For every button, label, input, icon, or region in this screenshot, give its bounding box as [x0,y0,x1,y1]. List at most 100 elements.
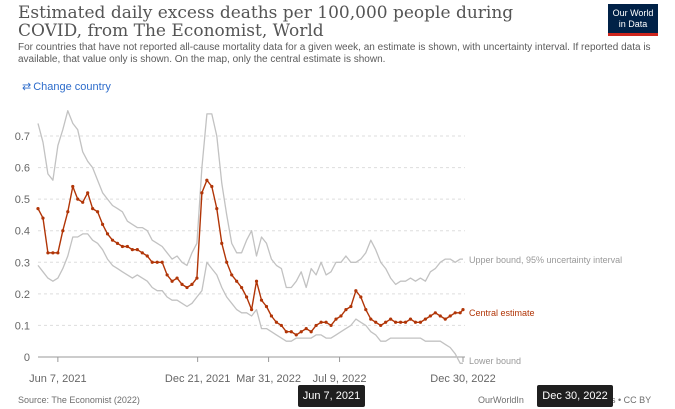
data-point [344,308,348,312]
data-point [91,207,95,211]
data-point [403,320,408,324]
data-point [180,282,184,286]
data-point [458,311,462,315]
data-point [339,314,343,318]
source-text: Source: The Economist (2022) [18,395,140,405]
data-point [205,178,209,182]
y-tick-label: 0 [24,352,30,364]
data-point [115,241,120,245]
x-tick-label: Dec 21, 2021 [165,373,230,385]
data-point [155,260,159,264]
data-point [423,317,427,321]
chart-title: Estimated daily excess deaths per 100,00… [18,3,514,41]
data-point [269,314,274,318]
data-point [364,308,368,312]
data-point [329,323,333,328]
data-point [389,317,393,321]
x-axis-ticks: Jun 7, 2021 Dec 21, 2021 Mar 31, 2022 Jul 9… [29,357,496,385]
data-point [185,285,189,290]
data-point [398,320,403,324]
start-date-tooltip: Jun 7, 2021 [298,385,365,407]
data-point [324,320,328,324]
data-point [56,251,60,255]
data-point [393,320,398,324]
y-tick-label: 0.7 [15,131,30,143]
data-point [200,191,204,195]
swap-arrows-icon: ⇄ [22,81,32,93]
series-line [37,179,464,336]
data-point [309,330,313,334]
data-point [125,244,129,249]
data-point [140,251,144,255]
data-point [334,317,338,321]
logo-line-2: in Data [618,19,648,29]
data-point [190,282,194,286]
data-point [95,210,100,214]
data-point [36,207,40,211]
x-tick-label: Jun 7, 2021 [29,373,87,385]
data-point [51,251,55,255]
series-label: Central estimate [469,308,535,318]
end-date-tooltip: Dec 30, 2022 [537,385,613,407]
data-point [448,314,452,318]
data-point [150,260,154,264]
y-axis-ticks: 0 0.1 0.2 0.3 0.4 0.5 0.6 0.7 [15,131,30,364]
y-tick-label: 0.2 [15,289,30,301]
chart-subtitle: For countries that have not reported all… [18,42,651,65]
data-point [374,320,378,324]
data-point [135,248,139,252]
y-tick-label: 0.1 [15,320,30,332]
data-point [244,295,249,299]
x-tick-label: Dec 30, 2022 [430,373,495,385]
data-point [240,285,244,290]
data-point [299,330,303,334]
data-point [76,197,80,201]
data-point [274,320,278,324]
data-point [284,330,288,334]
change-country-button[interactable]: ⇄ Change country [22,80,111,93]
data-point [264,304,269,309]
x-tick-label: Mar 31, 2022 [236,373,301,385]
data-point [105,232,110,236]
data-point [130,248,134,252]
data-point [86,191,90,195]
data-point [170,279,174,283]
owid-logo[interactable]: Our World in Data [608,4,658,36]
series-lines [36,110,465,364]
data-point [235,279,239,283]
y-tick-label: 0.4 [15,226,30,238]
data-point [379,323,383,328]
series-line [37,233,463,364]
y-tick-label: 0.6 [15,163,30,175]
logo-bar [608,33,658,36]
data-point [220,241,224,245]
data-point [349,304,353,309]
data-point [259,298,264,302]
data-point [160,260,164,264]
data-point [289,330,293,334]
data-point [319,320,323,324]
data-point [225,260,229,264]
data-point [100,222,105,226]
data-point [61,229,65,233]
data-point [443,317,447,321]
data-point [461,308,465,312]
data-point [418,320,423,324]
series-line [37,110,463,289]
series-labels: Upper bound, 95% uncertainty interval Cen… [469,255,622,366]
x-tick-label: Jul 9, 2022 [313,373,367,385]
credit-text-right[interactable]: s • CC BY [611,395,652,405]
change-country-label: Change country [33,81,111,93]
data-point [369,317,373,321]
data-point [384,320,388,324]
data-point [215,207,219,211]
data-point [41,216,45,220]
series-label: Lower bound [469,356,521,366]
data-point [165,273,169,277]
credit-text-left[interactable]: OurWorldIn [478,395,524,405]
data-point [81,200,85,204]
data-point [71,184,75,189]
data-point [413,320,418,324]
data-point [46,251,50,255]
